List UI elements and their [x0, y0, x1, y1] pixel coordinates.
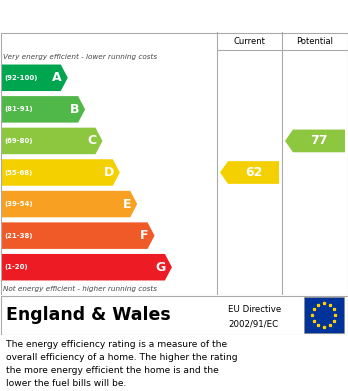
Text: (92-100): (92-100): [4, 75, 37, 81]
Text: (39-54): (39-54): [4, 201, 33, 207]
Bar: [304, 297, 343, 333]
Text: (21-38): (21-38): [4, 233, 32, 239]
Text: Potential: Potential: [296, 36, 333, 45]
Text: EU Directive: EU Directive: [228, 305, 281, 314]
Text: B: B: [70, 103, 79, 116]
Text: 2002/91/EC: 2002/91/EC: [228, 319, 278, 328]
Text: (81-91): (81-91): [4, 106, 33, 112]
Text: (55-68): (55-68): [4, 170, 32, 176]
Polygon shape: [2, 191, 137, 217]
Text: 77: 77: [310, 135, 328, 147]
Text: Not energy efficient - higher running costs: Not energy efficient - higher running co…: [3, 286, 157, 292]
Text: A: A: [52, 71, 62, 84]
Polygon shape: [2, 65, 68, 91]
Text: C: C: [87, 135, 96, 147]
Text: Current: Current: [234, 36, 266, 45]
Polygon shape: [2, 96, 85, 123]
Polygon shape: [220, 161, 279, 184]
Text: Very energy efficient - lower running costs: Very energy efficient - lower running co…: [3, 54, 157, 59]
Text: The energy efficiency rating is a measure of the
overall efficiency of a home. T: The energy efficiency rating is a measur…: [6, 340, 238, 387]
Text: 62: 62: [245, 166, 262, 179]
Polygon shape: [2, 128, 102, 154]
Text: (1-20): (1-20): [4, 264, 27, 270]
Polygon shape: [2, 159, 120, 186]
Polygon shape: [285, 129, 345, 152]
Text: Energy Efficiency Rating: Energy Efficiency Rating: [63, 9, 285, 23]
Text: D: D: [104, 166, 114, 179]
Text: F: F: [140, 229, 149, 242]
Text: England & Wales: England & Wales: [6, 306, 171, 324]
Text: (69-80): (69-80): [4, 138, 32, 144]
Polygon shape: [2, 254, 172, 280]
Polygon shape: [2, 222, 155, 249]
Text: G: G: [156, 261, 166, 274]
Text: E: E: [123, 197, 131, 211]
